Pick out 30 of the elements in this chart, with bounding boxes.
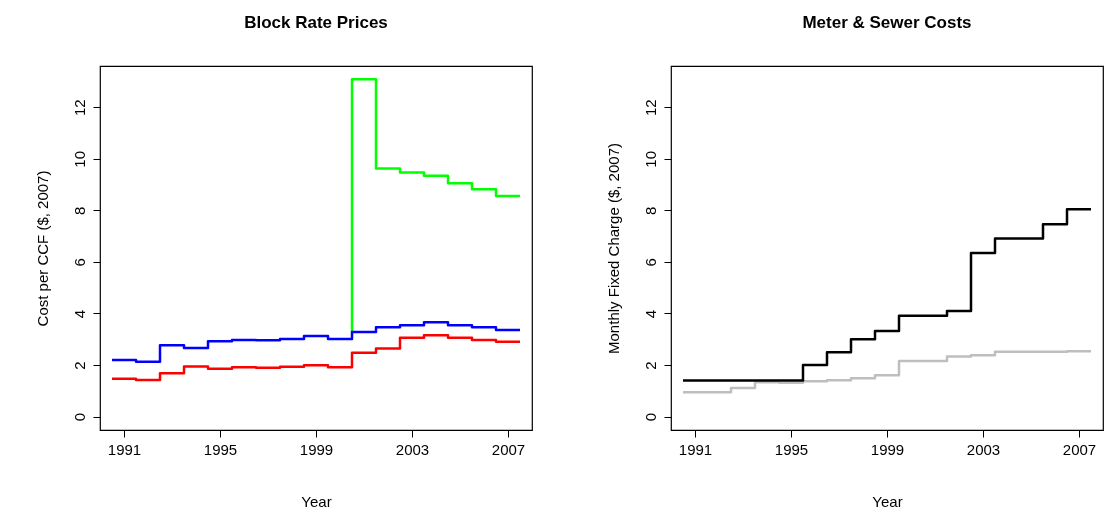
- x-tick-label: 1991: [678, 440, 713, 458]
- x-axis-title: Year: [872, 492, 903, 510]
- y-axis-title: Cost per CCF ($, 2007): [33, 170, 51, 327]
- y-tick-label: 10: [70, 150, 88, 168]
- y-tick-label: 6: [70, 258, 88, 267]
- x-tick-label: 2003: [395, 440, 430, 458]
- x-tick-label: 1991: [107, 440, 142, 458]
- y-tick-label: 0: [641, 412, 659, 422]
- y-tick-label: 4: [70, 309, 88, 319]
- x-tick-label: 1999: [870, 440, 905, 458]
- y-tick-label: 2: [70, 361, 88, 370]
- y-tick-label: 0: [70, 412, 88, 422]
- x-axis-title: Year: [301, 492, 332, 510]
- x-tick-label: 2007: [1062, 440, 1097, 458]
- x-tick-label: 1995: [774, 440, 809, 458]
- x-tick-label: 1999: [299, 440, 334, 458]
- chart-title: Meter & Sewer Costs: [802, 13, 972, 32]
- y-tick-label: 2: [641, 361, 659, 370]
- y-tick-label: 8: [70, 206, 88, 216]
- x-tick-label: 1995: [203, 440, 238, 458]
- y-tick-label: 10: [641, 150, 659, 168]
- y-tick-label: 6: [641, 258, 659, 267]
- x-tick-label: 2003: [966, 440, 1001, 458]
- y-tick-label: 8: [641, 206, 659, 216]
- chart-title: Block Rate Prices: [244, 13, 388, 32]
- y-tick-label: 12: [641, 99, 659, 117]
- y-tick-label: 4: [641, 309, 659, 319]
- y-axis-title: Monthly Fixed Charge ($, 2007): [604, 143, 622, 354]
- x-tick-label: 2007: [491, 440, 526, 458]
- y-tick-label: 12: [70, 99, 88, 117]
